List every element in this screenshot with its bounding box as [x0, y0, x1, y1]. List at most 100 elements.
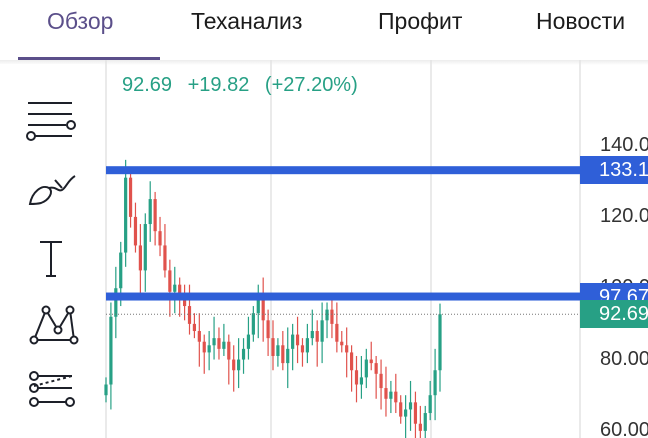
price-summary: 92.69 +19.82 (+27.20%) [122, 74, 368, 97]
candle-body [335, 323, 339, 342]
candle-body [227, 341, 231, 360]
candle-body [217, 338, 221, 349]
price-chart[interactable]: 92.69 +19.82 (+27.20%) 60.0080.00100.001… [100, 60, 648, 438]
last-price-tag: 92.69 [580, 300, 648, 329]
candle-body [251, 313, 255, 335]
candle-body [330, 309, 334, 324]
candle-body [310, 331, 314, 339]
candle-body [173, 284, 177, 292]
candle-body [207, 345, 211, 353]
candle-body [212, 338, 216, 346]
candle-body [178, 284, 182, 299]
candle-body [286, 348, 290, 364]
candle-body [379, 373, 383, 389]
candle-body [104, 384, 108, 396]
candle-body [119, 252, 123, 289]
candle-body [340, 341, 344, 346]
tab-tech-analysis[interactable]: Теханализ [191, 8, 303, 34]
text-tool-icon [40, 241, 62, 277]
text-tool[interactable] [22, 234, 80, 286]
price-change: +19.82 [187, 74, 250, 96]
candle-body [418, 423, 422, 431]
candle-body [354, 370, 359, 385]
fibonacci-tool-icon [29, 371, 75, 407]
candle-body [291, 334, 295, 349]
active-tab-indicator [18, 57, 160, 60]
candle-body [237, 359, 241, 371]
candle-body [369, 359, 373, 364]
candle-body [187, 306, 192, 324]
price-axis-tick-label: 80.00 [600, 347, 648, 370]
drawing-toolbar [0, 64, 101, 438]
tab-bar: Обзор Теханализ Профит Новости [0, 0, 648, 60]
horizontal-lines-tool[interactable] [22, 94, 80, 146]
candle-body [295, 334, 300, 346]
candle-body [168, 270, 172, 292]
candle-body [276, 345, 280, 356]
level-price-tag: 133.1 [580, 156, 648, 185]
candle-body [281, 345, 285, 364]
candle-body [232, 359, 236, 371]
horizontal-lines-icon [26, 102, 76, 141]
pattern-tool[interactable] [22, 300, 80, 352]
candle-body [428, 395, 432, 414]
candle-body [114, 288, 118, 317]
tab-overview[interactable]: Обзор [47, 8, 114, 34]
candle-body [182, 298, 187, 307]
candle-body [315, 331, 319, 342]
candle-body [389, 391, 393, 399]
candle-body [246, 334, 251, 349]
tab-bar-shadow [0, 60, 648, 65]
last-price: 92.69 [122, 74, 173, 96]
candle-body [320, 320, 324, 342]
candle-body [300, 345, 305, 353]
candle-body [138, 245, 142, 271]
candle-body [433, 370, 437, 396]
fibonacci-tool[interactable] [22, 366, 80, 418]
candle-body [163, 245, 167, 271]
candle-body [399, 402, 403, 417]
level-line [106, 166, 580, 175]
candle-body [158, 231, 162, 246]
candle-body [359, 377, 364, 385]
candle-body [202, 341, 206, 353]
candle-body [128, 177, 133, 217]
candle-body [143, 224, 147, 271]
chart-canvas [104, 60, 581, 438]
tab-news[interactable]: Новости [536, 8, 626, 34]
candle-body [241, 348, 246, 360]
price-axis-tick-label: 120.00 [600, 204, 648, 227]
candle-body [413, 402, 418, 424]
tab-profit[interactable]: Профит [378, 8, 463, 34]
candle-body [222, 341, 226, 349]
candle-body [124, 177, 128, 253]
candle-body [266, 320, 270, 339]
candle-body [261, 298, 265, 321]
pattern-tool-icon [29, 305, 79, 345]
candle-body [438, 314, 442, 371]
candle-body [374, 363, 378, 374]
candle-body [384, 388, 388, 399]
candle-body [153, 199, 157, 232]
candle-body [408, 402, 413, 410]
candle-body [404, 409, 408, 417]
candle-body [349, 352, 354, 371]
candle-body [256, 298, 260, 314]
candle-body [148, 199, 152, 225]
candle-body [192, 323, 197, 332]
price-axis-tick-label: 140.00 [600, 133, 648, 156]
candle-body [109, 316, 113, 385]
candle-body [345, 345, 349, 353]
candle-body [394, 391, 398, 403]
price-change-percent: (+27.20%) [264, 74, 358, 96]
brush-tool[interactable] [22, 166, 80, 218]
level-line [106, 292, 580, 301]
candle-body [133, 216, 138, 246]
candle-body [305, 338, 309, 353]
candle-body [325, 309, 329, 321]
candle-body [197, 331, 201, 342]
candle-body [423, 413, 427, 431]
price-axis-tick-label: 60.00 [600, 418, 648, 438]
candle-body [271, 338, 275, 356]
brush-icon [28, 175, 76, 206]
